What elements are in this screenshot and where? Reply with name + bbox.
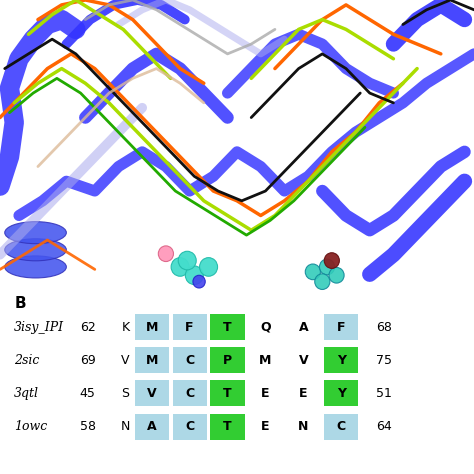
Text: T: T	[223, 387, 232, 400]
FancyBboxPatch shape	[210, 314, 245, 340]
Text: E: E	[261, 420, 270, 433]
Text: 2sic: 2sic	[14, 354, 40, 367]
Text: S: S	[122, 387, 129, 400]
Text: 3qtl: 3qtl	[14, 387, 39, 400]
Circle shape	[319, 259, 335, 275]
Text: C: C	[185, 387, 194, 400]
FancyBboxPatch shape	[173, 314, 207, 340]
Ellipse shape	[5, 239, 66, 261]
Circle shape	[315, 274, 330, 290]
Ellipse shape	[5, 222, 66, 244]
Text: A: A	[299, 320, 308, 334]
Text: 69: 69	[80, 354, 96, 367]
FancyBboxPatch shape	[324, 314, 358, 340]
Text: 64: 64	[376, 420, 392, 433]
Text: N: N	[121, 420, 130, 433]
Text: 45: 45	[80, 387, 96, 400]
FancyBboxPatch shape	[210, 413, 245, 440]
Text: P: P	[223, 354, 232, 367]
Text: K: K	[121, 320, 130, 334]
Text: V: V	[299, 354, 308, 367]
Text: 3isy_IPI: 3isy_IPI	[14, 320, 64, 334]
Ellipse shape	[5, 256, 66, 278]
Text: M: M	[146, 320, 158, 334]
Text: Y: Y	[337, 387, 346, 400]
FancyBboxPatch shape	[324, 380, 358, 407]
Text: 68: 68	[376, 320, 392, 334]
Text: E: E	[299, 387, 308, 400]
FancyBboxPatch shape	[173, 380, 207, 407]
Text: M: M	[259, 354, 272, 367]
Text: 58: 58	[80, 420, 96, 433]
FancyBboxPatch shape	[210, 380, 245, 407]
FancyBboxPatch shape	[210, 347, 245, 374]
Text: F: F	[185, 320, 194, 334]
Circle shape	[200, 258, 218, 276]
Circle shape	[305, 264, 320, 280]
FancyBboxPatch shape	[324, 413, 358, 440]
Text: Q: Q	[260, 320, 271, 334]
Text: C: C	[185, 420, 194, 433]
FancyBboxPatch shape	[135, 314, 169, 340]
Circle shape	[171, 258, 189, 276]
Text: 1owc: 1owc	[14, 420, 47, 433]
FancyBboxPatch shape	[173, 347, 207, 374]
Circle shape	[158, 246, 173, 262]
Circle shape	[329, 267, 344, 283]
FancyBboxPatch shape	[324, 347, 358, 374]
FancyBboxPatch shape	[135, 380, 169, 407]
Text: E: E	[261, 387, 270, 400]
Circle shape	[193, 275, 205, 288]
Text: C: C	[185, 354, 194, 367]
Text: F: F	[337, 320, 346, 334]
Text: 51: 51	[376, 387, 392, 400]
Text: 62: 62	[80, 320, 96, 334]
Text: T: T	[223, 420, 232, 433]
FancyBboxPatch shape	[135, 413, 169, 440]
Text: V: V	[147, 387, 156, 400]
Text: N: N	[298, 420, 309, 433]
Text: T: T	[223, 320, 232, 334]
FancyBboxPatch shape	[135, 347, 169, 374]
Circle shape	[324, 253, 339, 268]
FancyBboxPatch shape	[173, 413, 207, 440]
Text: Y: Y	[337, 354, 346, 367]
Circle shape	[185, 266, 203, 284]
Circle shape	[178, 251, 196, 270]
Text: V: V	[121, 354, 130, 367]
Text: 75: 75	[376, 354, 392, 367]
Text: M: M	[146, 354, 158, 367]
Text: A: A	[147, 420, 156, 433]
Text: B: B	[14, 296, 26, 311]
Text: C: C	[337, 420, 346, 433]
